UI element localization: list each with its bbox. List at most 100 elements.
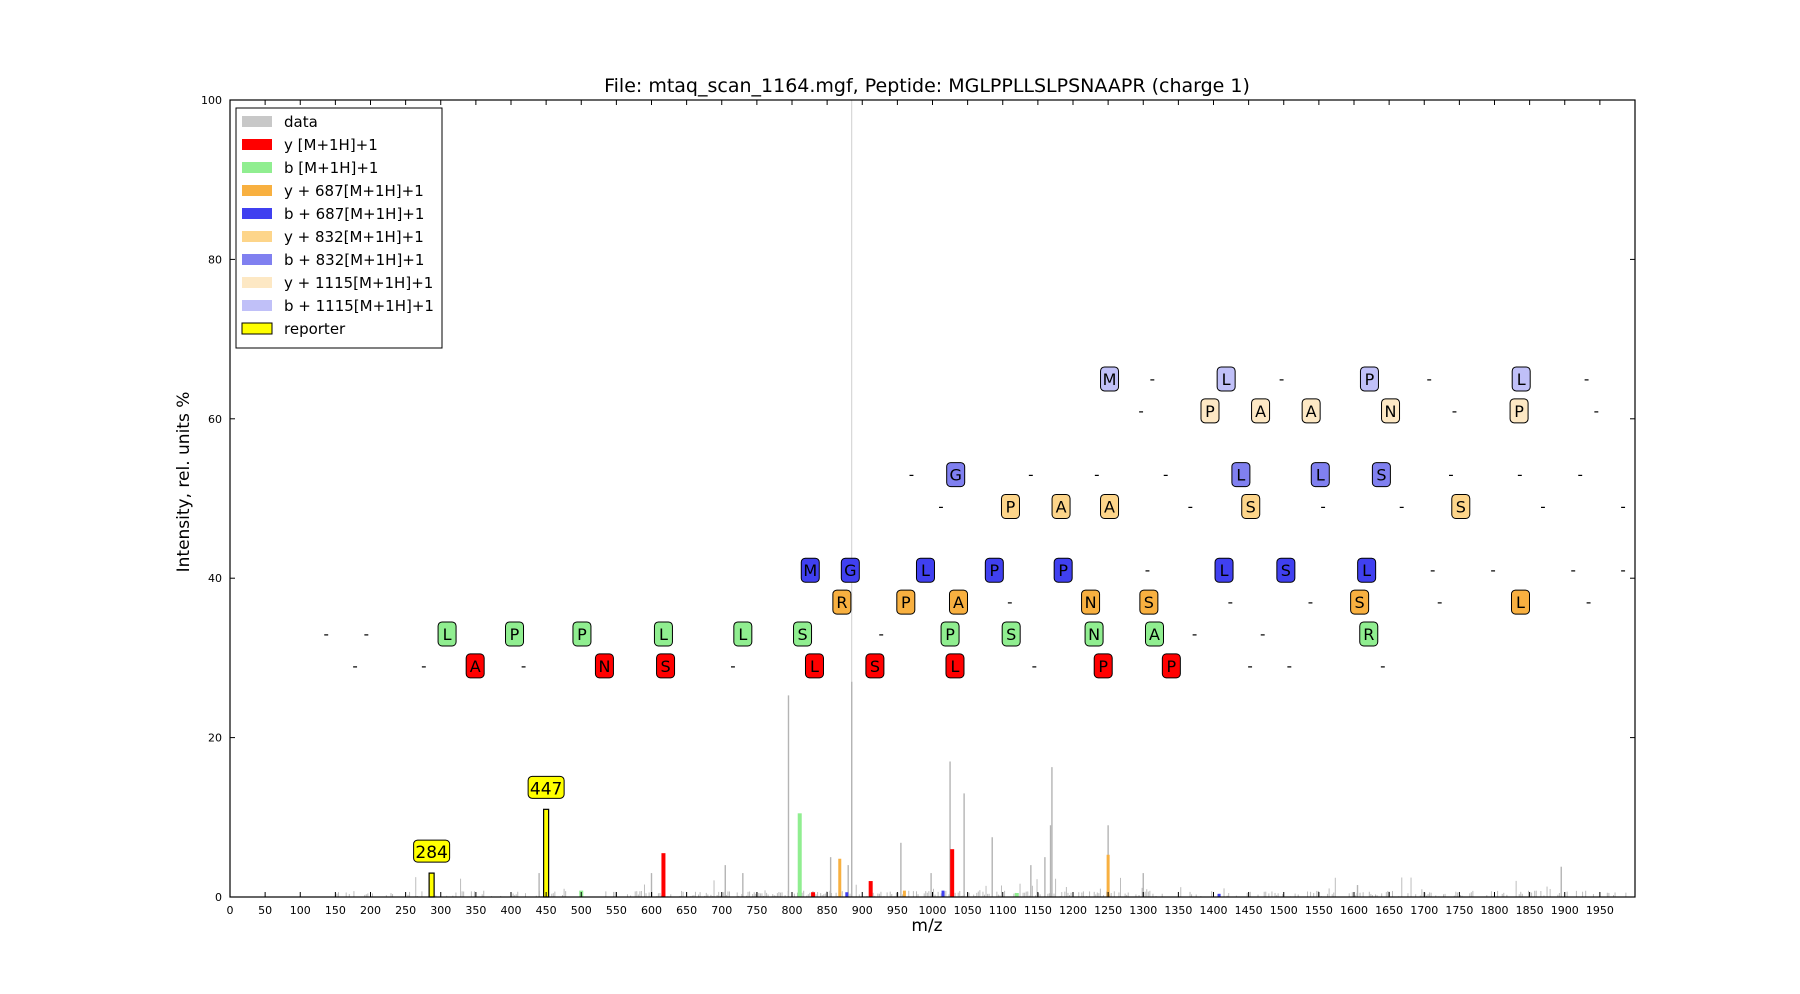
- y-axis-label: Intensity, rel. units %: [174, 392, 194, 573]
- x-tick-label: 0: [227, 904, 234, 917]
- annotation-residue: L: [1517, 370, 1526, 389]
- legend-swatch: [241, 322, 273, 335]
- annotation-box: [896, 589, 916, 615]
- legend-swatch: [242, 162, 272, 173]
- annotation-residue: S: [1376, 466, 1386, 485]
- annotation-residue: A: [1104, 497, 1115, 516]
- annotation-box: [1381, 398, 1401, 424]
- annotation-box: [505, 621, 525, 647]
- annotation-box: [1100, 493, 1120, 519]
- annotation-box: [1100, 366, 1120, 392]
- x-tick-label: 1650: [1375, 904, 1403, 917]
- annotation-residue: P: [945, 625, 955, 644]
- annotation-gap: -: [1380, 657, 1385, 675]
- x-tick-label: 1400: [1200, 904, 1228, 917]
- annotation-residue: A: [1149, 625, 1160, 644]
- annotation-residue: L: [738, 625, 747, 644]
- x-tick-label: 1700: [1410, 904, 1438, 917]
- x-tick-label: 300: [430, 904, 451, 917]
- x-tick-label: 1950: [1586, 904, 1614, 917]
- annotation-gap: -: [1163, 466, 1168, 484]
- annotation-gap: -: [1228, 593, 1233, 611]
- annotation-residue: L: [1362, 561, 1371, 580]
- x-tick-label: 100: [290, 904, 311, 917]
- annotation-gap: -: [1586, 593, 1591, 611]
- x-tick-label: 800: [782, 904, 803, 917]
- annotation-residue: L: [1236, 466, 1245, 485]
- annotation-gap: -: [1287, 657, 1292, 675]
- annotation-residue: P: [510, 625, 520, 644]
- annotation-gap: -: [1247, 657, 1252, 675]
- legend-swatch: [242, 277, 272, 288]
- y-tick-label: 20: [208, 732, 222, 745]
- x-tick-label: 550: [606, 904, 627, 917]
- x-tick-label: 1850: [1516, 904, 1544, 917]
- annotation-gap: -: [730, 657, 735, 675]
- annotation-residue: M: [1103, 370, 1117, 389]
- annotation-gap: -: [352, 657, 357, 675]
- b-peak: [1014, 893, 1019, 897]
- annotation-residue: P: [989, 561, 999, 580]
- annotation-box: [656, 653, 676, 679]
- x-tick-label: 850: [817, 904, 838, 917]
- x-tick-label: 1500: [1270, 904, 1298, 917]
- b687-peak: [845, 892, 849, 897]
- annotation-box: [840, 557, 860, 583]
- annotation-residue: A: [953, 593, 964, 612]
- reporter-peak: [428, 872, 435, 898]
- annotation-gap: -: [1399, 497, 1404, 515]
- annotation-box: [865, 653, 885, 679]
- x-tick-label: 750: [746, 904, 767, 917]
- annotation-box: [1451, 493, 1471, 519]
- x-tick-label: 1450: [1235, 904, 1263, 917]
- legend-label: y + 687[M+1H]+1: [284, 182, 424, 200]
- peaks-layer: 284 447: [334, 100, 1627, 898]
- legend-swatch: [242, 116, 272, 127]
- annotation-box: [1359, 366, 1379, 392]
- annotation-residue: L: [1222, 370, 1231, 389]
- annotation-residue: P: [1058, 561, 1068, 580]
- annotation-gap: -: [1437, 593, 1442, 611]
- annotation-gap: -: [1192, 625, 1197, 643]
- legend-label: b + 832[M+1H]+1: [284, 251, 424, 269]
- annotation-gap: -: [1032, 657, 1037, 675]
- annotation-residue: N: [1088, 625, 1100, 644]
- y-peak: [811, 892, 816, 897]
- annotation-box: [1214, 557, 1234, 583]
- x-tick-label: 1250: [1094, 904, 1122, 917]
- annotation-gap: -: [1094, 466, 1099, 484]
- annotation-residue: S: [660, 657, 670, 676]
- annotation-box: [1350, 589, 1370, 615]
- y-peak: [661, 853, 666, 897]
- annotation-gap: -: [1620, 497, 1625, 515]
- annotation-residue: L: [921, 561, 930, 580]
- x-tick-label: 400: [501, 904, 522, 917]
- annotation-box: [1251, 398, 1271, 424]
- annotation-box: [1359, 621, 1379, 647]
- annotation-residue: A: [1255, 402, 1266, 421]
- annotation-gap: -: [1490, 561, 1495, 579]
- legend-swatch: [242, 185, 272, 196]
- chart-title: File: mtaq_scan_1164.mgf, Peptide: MGLPP…: [604, 75, 1250, 97]
- annotation-gap: -: [909, 466, 914, 484]
- annotation-gap: -: [364, 625, 369, 643]
- annotation-residue: L: [659, 625, 668, 644]
- annotation-box: [1139, 589, 1159, 615]
- annotation-gap: -: [1594, 402, 1599, 420]
- annotation-residue: A: [1306, 402, 1317, 421]
- annotation-gap: -: [1452, 402, 1457, 420]
- annotation-box: [733, 621, 753, 647]
- x-tick-label: 500: [571, 904, 592, 917]
- annotation-gap: -: [324, 625, 329, 643]
- x-tick-label: 1550: [1305, 904, 1333, 917]
- annotation-residue: P: [1006, 497, 1016, 516]
- annotation-gap: -: [1007, 593, 1012, 611]
- annotation-residue: S: [1144, 593, 1154, 612]
- annotation-box: [832, 589, 852, 615]
- x-tick-label: 1800: [1481, 904, 1509, 917]
- annotation-residue: R: [836, 593, 847, 612]
- annotation-residue: L: [810, 657, 819, 676]
- annotation-residue: P: [1365, 370, 1375, 389]
- annotation-box: [1276, 557, 1296, 583]
